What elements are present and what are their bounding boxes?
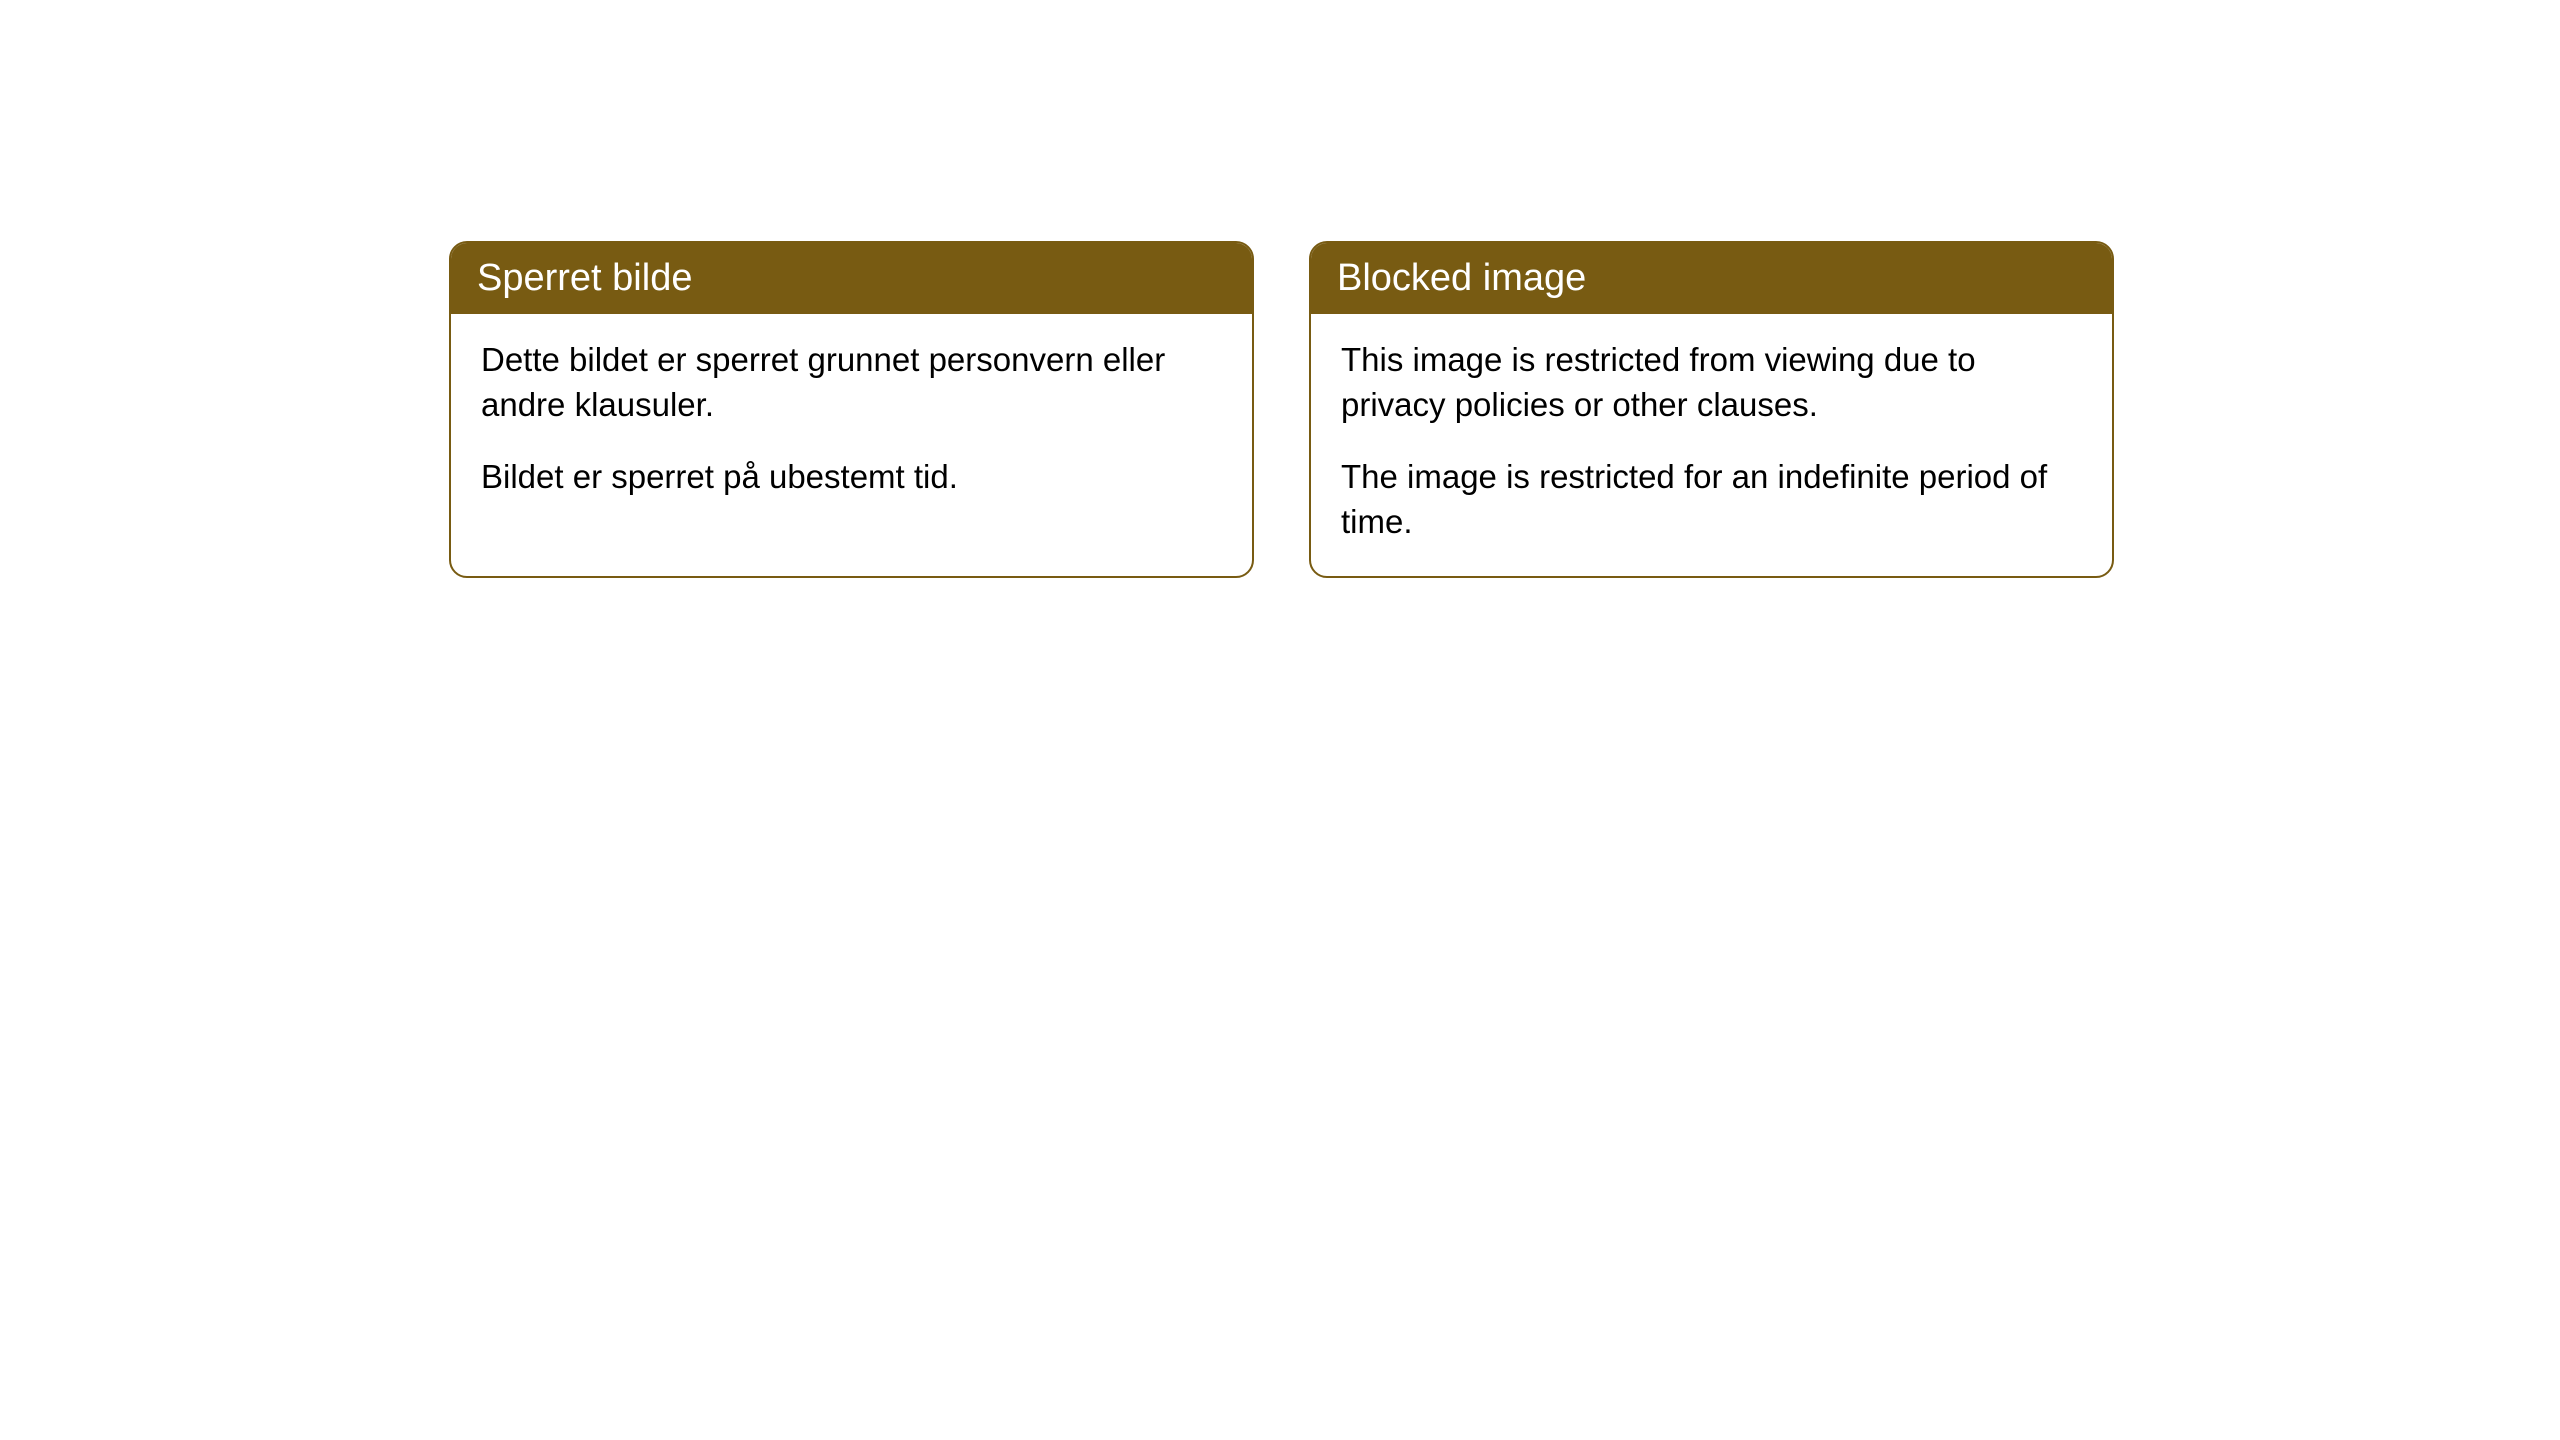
card-header: Blocked image bbox=[1311, 243, 2112, 314]
card-title: Sperret bilde bbox=[477, 257, 692, 299]
notice-card-norwegian: Sperret bilde Dette bildet er sperret gr… bbox=[449, 241, 1254, 578]
notice-card-english: Blocked image This image is restricted f… bbox=[1309, 241, 2114, 578]
card-body: Dette bildet er sperret grunnet personve… bbox=[451, 314, 1252, 532]
card-paragraph: Bildet er sperret på ubestemt tid. bbox=[481, 455, 1222, 500]
card-body: This image is restricted from viewing du… bbox=[1311, 314, 2112, 576]
card-paragraph: The image is restricted for an indefinit… bbox=[1341, 455, 2082, 544]
card-paragraph: Dette bildet er sperret grunnet personve… bbox=[481, 338, 1222, 427]
card-title: Blocked image bbox=[1337, 257, 1586, 299]
card-header: Sperret bilde bbox=[451, 243, 1252, 314]
card-paragraph: This image is restricted from viewing du… bbox=[1341, 338, 2082, 427]
notice-cards-container: Sperret bilde Dette bildet er sperret gr… bbox=[449, 241, 2114, 578]
